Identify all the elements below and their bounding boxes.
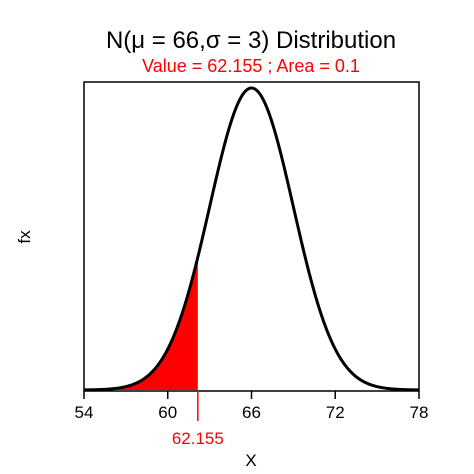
chart-title: N(μ = 66,σ = 3) Distribution [106,27,396,54]
x-axis-label: X [245,451,256,470]
y-axis-label: fx [15,230,34,244]
density-curve [83,86,420,392]
x-tick-label: 66 [242,403,261,422]
plot-layer [83,86,420,392]
shaded-area [84,257,198,390]
plot-frame [83,81,420,392]
x-tick-label: 78 [410,403,429,422]
value-marker-label: 62.155 [172,429,224,448]
x-tick-label: 72 [326,403,345,422]
chart-subtitle: Value = 62.155 ; Area = 0.1 [142,56,360,76]
x-tick-label: 54 [75,403,94,422]
x-tick-label: 60 [158,403,177,422]
x-axis: 54 60 66 72 78 62.155 [75,391,429,448]
